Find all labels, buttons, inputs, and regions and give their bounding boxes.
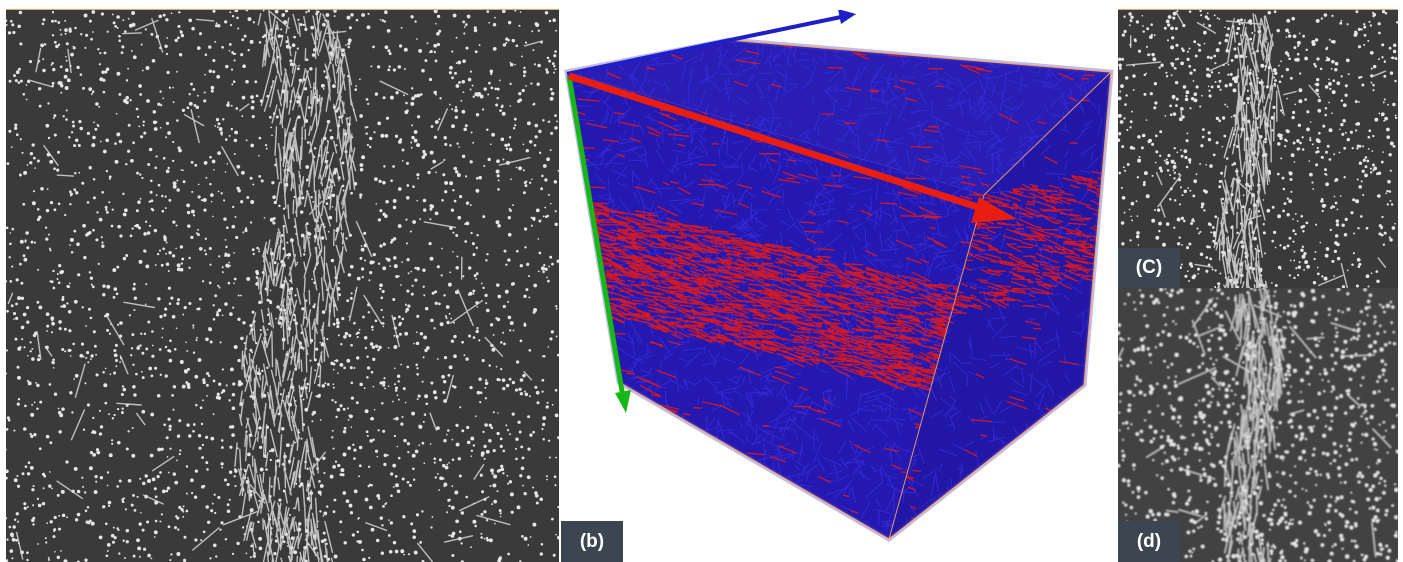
x-axis-arrow-icon bbox=[567, 72, 1017, 223]
ct-slice-image-d bbox=[1118, 288, 1398, 562]
panel-c-label: (C) bbox=[1118, 248, 1180, 288]
ct-slice-image bbox=[6, 10, 559, 562]
y-axis-arrow-icon bbox=[566, 75, 631, 413]
panel-c-ct-slice bbox=[1118, 10, 1398, 288]
z-axis-arrow-icon bbox=[566, 10, 856, 76]
ct-slice-image-c bbox=[1118, 10, 1398, 288]
fiber-orientation-volume bbox=[564, 10, 1114, 543]
panel-b-label: (b) bbox=[561, 521, 623, 562]
panel-c-top-edge bbox=[1118, 9, 1398, 10]
panel-b-3d-cube bbox=[559, 10, 1118, 562]
panel-d-ct-slice bbox=[1118, 288, 1398, 562]
panel-d-label: (d) bbox=[1118, 521, 1180, 562]
fiber-cube bbox=[564, 37, 1114, 543]
panel-a-top-edge bbox=[6, 9, 559, 10]
panel-a-ct-slice bbox=[6, 10, 559, 562]
